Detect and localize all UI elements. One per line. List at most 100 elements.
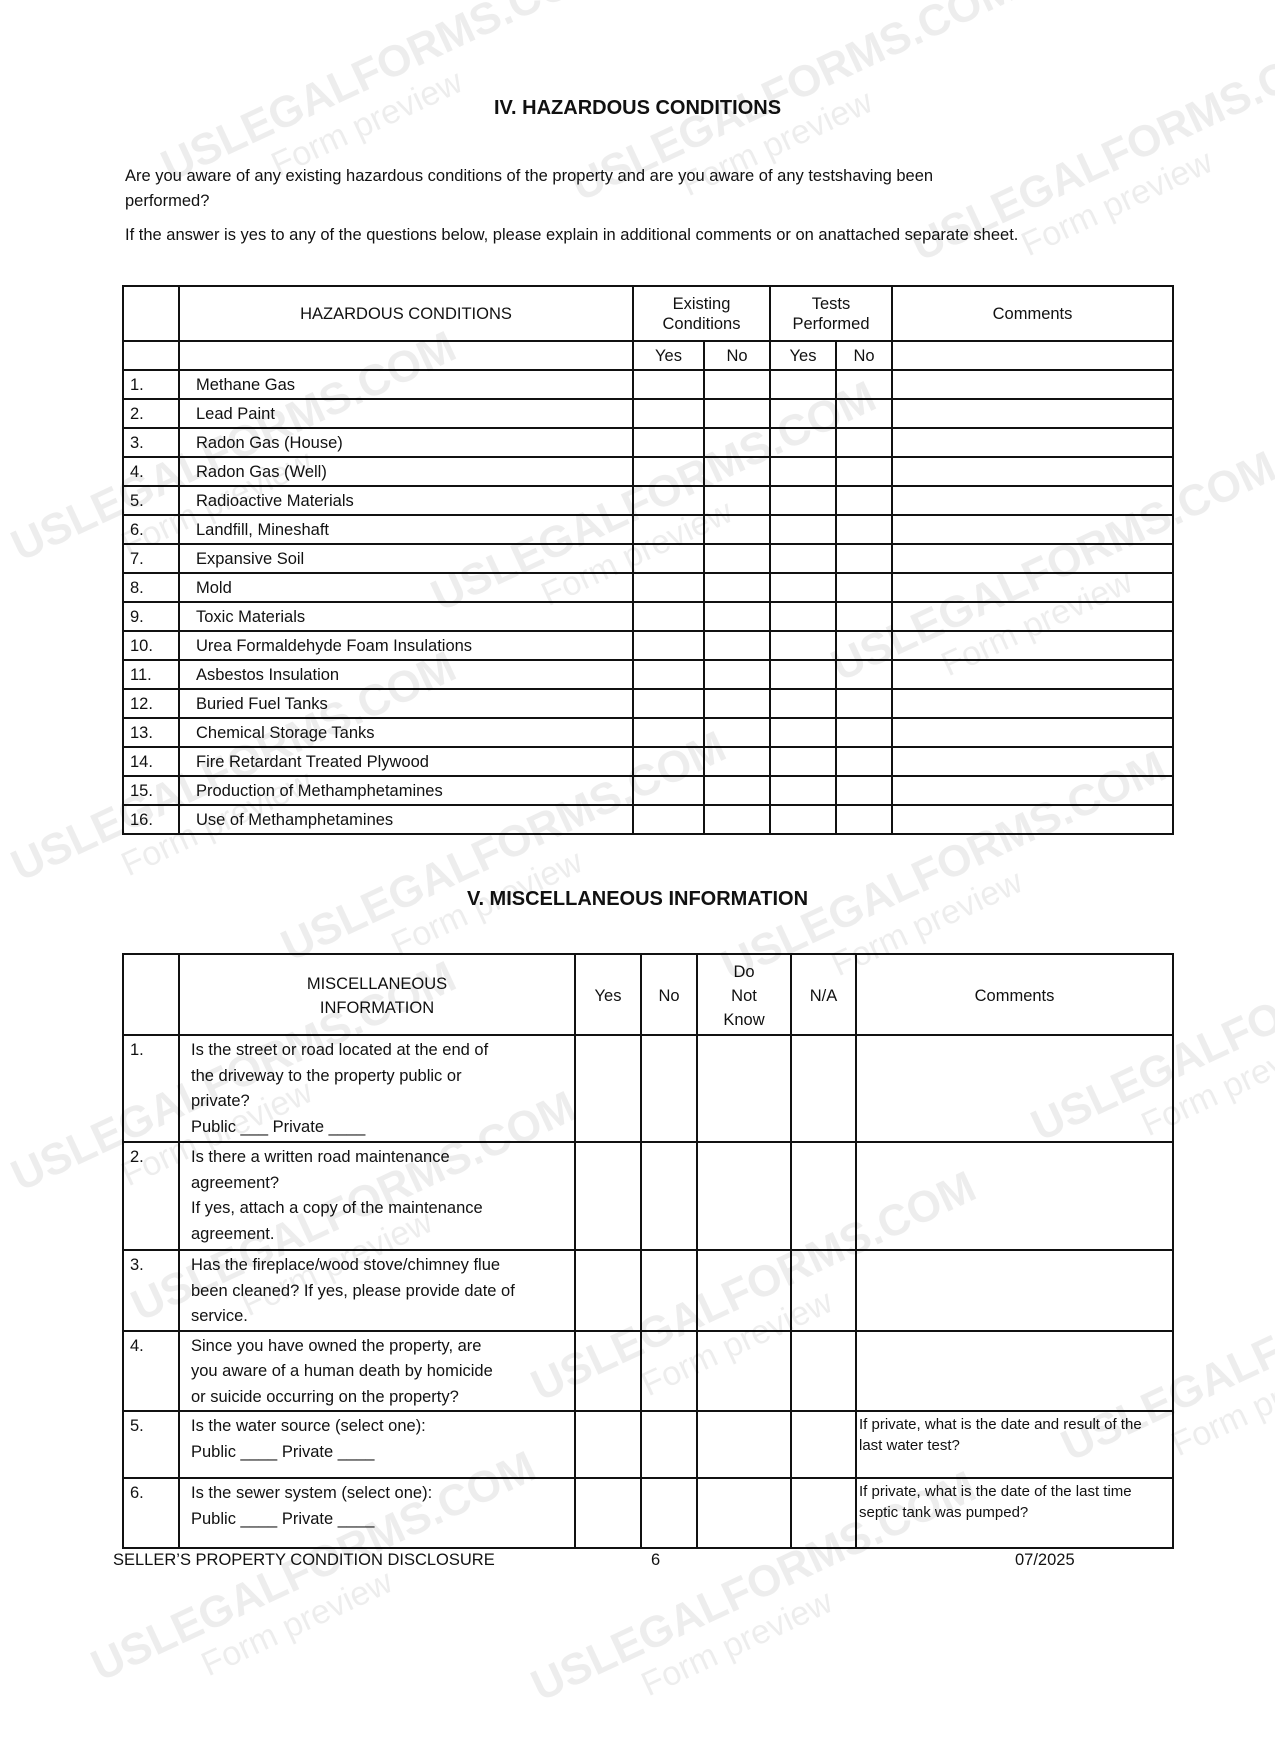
- do-not-know-cell[interactable]: [696, 1477, 792, 1549]
- comments-cell[interactable]: [891, 746, 1174, 777]
- comments-cell[interactable]: [891, 514, 1174, 545]
- comments-cell[interactable]: [891, 775, 1174, 806]
- existing-yes-cell[interactable]: [632, 369, 705, 400]
- no-cell[interactable]: [640, 1477, 698, 1549]
- existing-no-cell[interactable]: [703, 688, 771, 719]
- existing-yes-cell[interactable]: [632, 775, 705, 806]
- existing-no-cell[interactable]: [703, 427, 771, 458]
- tests-yes-cell[interactable]: [769, 630, 837, 661]
- tests-no-cell[interactable]: [835, 688, 893, 719]
- existing-no-cell[interactable]: [703, 775, 771, 806]
- tests-yes-cell[interactable]: [769, 369, 837, 400]
- no-cell[interactable]: [640, 1034, 698, 1143]
- existing-no-cell[interactable]: [703, 572, 771, 603]
- do-not-know-cell[interactable]: [696, 1249, 792, 1332]
- comments-cell[interactable]: [891, 659, 1174, 690]
- na-cell[interactable]: [790, 1249, 857, 1332]
- no-cell[interactable]: [640, 1141, 698, 1251]
- do-not-know-cell[interactable]: [696, 1141, 792, 1251]
- tests-yes-cell[interactable]: [769, 456, 837, 487]
- existing-yes-cell[interactable]: [632, 717, 705, 748]
- existing-yes-cell[interactable]: [632, 456, 705, 487]
- comments-cell[interactable]: [891, 572, 1174, 603]
- tests-yes-cell[interactable]: [769, 717, 837, 748]
- tests-no-cell[interactable]: [835, 398, 893, 429]
- no-cell[interactable]: [640, 1249, 698, 1332]
- comments-cell[interactable]: [855, 1034, 1174, 1143]
- na-cell[interactable]: [790, 1477, 857, 1549]
- comments-cell[interactable]: [891, 601, 1174, 632]
- comments-cell[interactable]: [891, 630, 1174, 661]
- comments-cell[interactable]: [891, 427, 1174, 458]
- tests-no-cell[interactable]: [835, 427, 893, 458]
- existing-yes-cell[interactable]: [632, 630, 705, 661]
- comments-cell[interactable]: If private, what is the date and result …: [855, 1410, 1174, 1479]
- na-cell[interactable]: [790, 1034, 857, 1143]
- existing-no-cell[interactable]: [703, 630, 771, 661]
- tests-no-cell[interactable]: [835, 369, 893, 400]
- existing-yes-cell[interactable]: [632, 572, 705, 603]
- existing-no-cell[interactable]: [703, 456, 771, 487]
- existing-yes-cell[interactable]: [632, 427, 705, 458]
- existing-yes-cell[interactable]: [632, 485, 705, 516]
- tests-no-cell[interactable]: [835, 775, 893, 806]
- tests-yes-cell[interactable]: [769, 659, 837, 690]
- tests-no-cell[interactable]: [835, 456, 893, 487]
- existing-yes-cell[interactable]: [632, 514, 705, 545]
- existing-yes-cell[interactable]: [632, 601, 705, 632]
- tests-no-cell[interactable]: [835, 804, 893, 835]
- comments-cell[interactable]: [891, 717, 1174, 748]
- comments-cell[interactable]: [891, 804, 1174, 835]
- existing-yes-cell[interactable]: [632, 543, 705, 574]
- existing-no-cell[interactable]: [703, 514, 771, 545]
- do-not-know-cell[interactable]: [696, 1410, 792, 1479]
- tests-no-cell[interactable]: [835, 659, 893, 690]
- na-cell[interactable]: [790, 1141, 857, 1251]
- tests-yes-cell[interactable]: [769, 601, 837, 632]
- existing-yes-cell[interactable]: [632, 746, 705, 777]
- tests-yes-cell[interactable]: [769, 572, 837, 603]
- yes-cell[interactable]: [574, 1034, 642, 1143]
- comments-cell[interactable]: [855, 1249, 1174, 1332]
- tests-yes-cell[interactable]: [769, 746, 837, 777]
- existing-no-cell[interactable]: [703, 804, 771, 835]
- tests-yes-cell[interactable]: [769, 485, 837, 516]
- existing-no-cell[interactable]: [703, 398, 771, 429]
- yes-cell[interactable]: [574, 1249, 642, 1332]
- comments-cell[interactable]: [891, 456, 1174, 487]
- yes-cell[interactable]: [574, 1410, 642, 1479]
- existing-yes-cell[interactable]: [632, 398, 705, 429]
- existing-no-cell[interactable]: [703, 543, 771, 574]
- tests-yes-cell[interactable]: [769, 427, 837, 458]
- existing-no-cell[interactable]: [703, 485, 771, 516]
- yes-cell[interactable]: [574, 1477, 642, 1549]
- tests-yes-cell[interactable]: [769, 804, 837, 835]
- comments-cell[interactable]: [855, 1141, 1174, 1251]
- tests-no-cell[interactable]: [835, 572, 893, 603]
- comments-cell[interactable]: If private, what is the date of the last…: [855, 1477, 1174, 1549]
- existing-no-cell[interactable]: [703, 601, 771, 632]
- comments-cell[interactable]: [891, 543, 1174, 574]
- comments-cell[interactable]: [855, 1329, 1174, 1412]
- yes-cell[interactable]: [574, 1329, 642, 1412]
- na-cell[interactable]: [790, 1410, 857, 1479]
- tests-no-cell[interactable]: [835, 630, 893, 661]
- yes-cell[interactable]: [574, 1141, 642, 1251]
- existing-no-cell[interactable]: [703, 746, 771, 777]
- tests-yes-cell[interactable]: [769, 514, 837, 545]
- tests-yes-cell[interactable]: [769, 775, 837, 806]
- existing-no-cell[interactable]: [703, 659, 771, 690]
- tests-no-cell[interactable]: [835, 485, 893, 516]
- do-not-know-cell[interactable]: [696, 1329, 792, 1412]
- comments-cell[interactable]: [891, 485, 1174, 516]
- tests-yes-cell[interactable]: [769, 688, 837, 719]
- no-cell[interactable]: [640, 1410, 698, 1479]
- comments-cell[interactable]: [891, 398, 1174, 429]
- tests-no-cell[interactable]: [835, 543, 893, 574]
- tests-yes-cell[interactable]: [769, 543, 837, 574]
- existing-no-cell[interactable]: [703, 369, 771, 400]
- tests-no-cell[interactable]: [835, 717, 893, 748]
- tests-yes-cell[interactable]: [769, 398, 837, 429]
- do-not-know-cell[interactable]: [696, 1034, 792, 1143]
- no-cell[interactable]: [640, 1329, 698, 1412]
